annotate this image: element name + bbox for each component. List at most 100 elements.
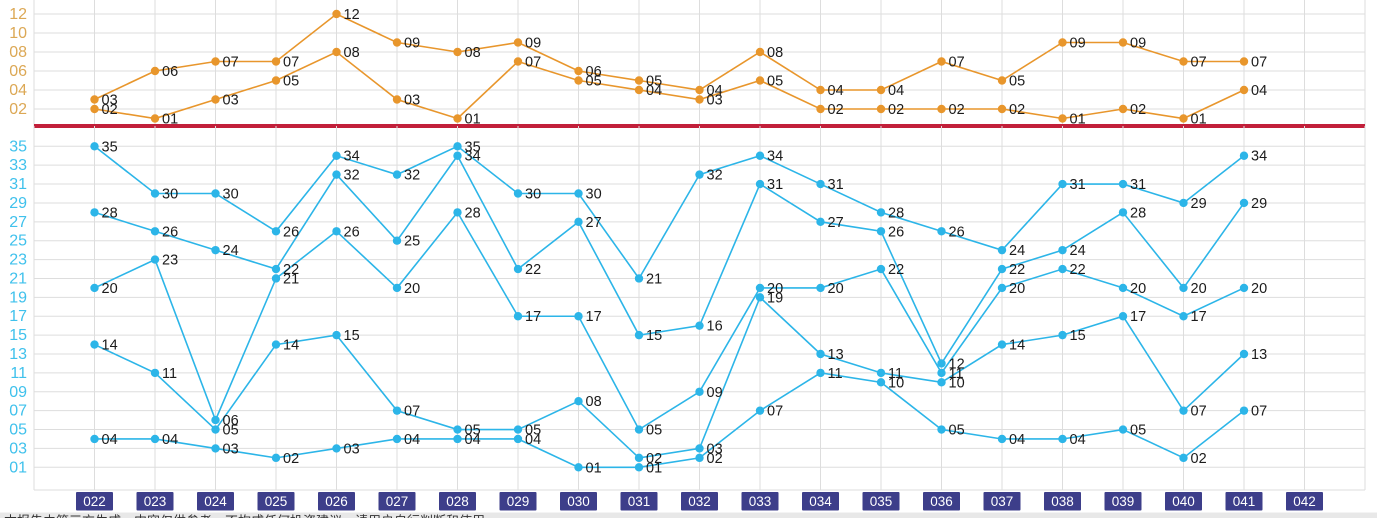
svg-text:23: 23 xyxy=(9,252,27,269)
svg-text:05: 05 xyxy=(223,423,239,439)
svg-text:028: 028 xyxy=(446,494,469,509)
svg-text:11: 11 xyxy=(162,366,177,382)
svg-text:29: 29 xyxy=(9,195,27,212)
svg-text:02: 02 xyxy=(102,102,118,118)
svg-text:31: 31 xyxy=(828,177,844,193)
svg-text:01: 01 xyxy=(646,460,662,476)
svg-text:26: 26 xyxy=(949,224,965,240)
svg-text:07: 07 xyxy=(525,55,541,71)
svg-text:04: 04 xyxy=(1070,432,1086,448)
svg-text:28: 28 xyxy=(465,205,481,221)
svg-text:34: 34 xyxy=(465,149,481,165)
svg-text:07: 07 xyxy=(1251,404,1267,420)
svg-text:28: 28 xyxy=(888,205,904,221)
svg-text:27: 27 xyxy=(828,215,844,231)
svg-text:10: 10 xyxy=(9,25,27,42)
svg-text:21: 21 xyxy=(9,270,27,287)
svg-text:041: 041 xyxy=(1233,494,1256,509)
svg-text:02: 02 xyxy=(1130,102,1146,118)
svg-text:27: 27 xyxy=(586,215,602,231)
svg-text:03: 03 xyxy=(223,93,239,109)
svg-text:26: 26 xyxy=(283,224,299,240)
svg-text:037: 037 xyxy=(991,494,1014,509)
svg-text:05: 05 xyxy=(586,74,602,90)
svg-text:17: 17 xyxy=(1130,309,1146,325)
svg-text:11: 11 xyxy=(828,366,843,382)
svg-text:35: 35 xyxy=(9,138,27,155)
svg-text:16: 16 xyxy=(707,319,723,335)
svg-text:14: 14 xyxy=(102,338,118,354)
svg-text:09: 09 xyxy=(404,36,420,52)
svg-text:07: 07 xyxy=(949,55,965,71)
svg-text:30: 30 xyxy=(525,187,541,203)
svg-text:05: 05 xyxy=(949,423,965,439)
svg-text:07: 07 xyxy=(1251,55,1267,71)
svg-text:09: 09 xyxy=(707,385,723,401)
svg-text:15: 15 xyxy=(646,328,662,344)
svg-text:13: 13 xyxy=(9,346,27,363)
svg-text:02: 02 xyxy=(949,102,965,118)
svg-text:22: 22 xyxy=(1070,262,1086,278)
svg-text:21: 21 xyxy=(283,271,299,287)
svg-text:30: 30 xyxy=(223,187,239,203)
svg-text:05: 05 xyxy=(767,74,783,90)
svg-text:31: 31 xyxy=(9,176,27,193)
svg-text:04: 04 xyxy=(646,83,662,99)
svg-text:20: 20 xyxy=(828,281,844,297)
svg-text:11: 11 xyxy=(10,365,27,382)
svg-text:30: 30 xyxy=(586,187,602,203)
svg-text:28: 28 xyxy=(1130,205,1146,221)
svg-text:14: 14 xyxy=(1009,338,1025,354)
svg-text:19: 19 xyxy=(9,289,27,306)
svg-text:09: 09 xyxy=(1070,36,1086,52)
svg-text:31: 31 xyxy=(767,177,783,193)
svg-text:03: 03 xyxy=(404,93,420,109)
svg-text:10: 10 xyxy=(949,375,965,391)
svg-text:25: 25 xyxy=(404,234,420,250)
svg-text:02: 02 xyxy=(9,101,27,118)
svg-text:22: 22 xyxy=(888,262,904,278)
svg-text:023: 023 xyxy=(144,494,167,509)
svg-text:22: 22 xyxy=(525,262,541,278)
svg-text:07: 07 xyxy=(1191,55,1207,71)
svg-text:23: 23 xyxy=(162,253,178,269)
svg-text:04: 04 xyxy=(404,432,420,448)
svg-text:09: 09 xyxy=(9,384,27,401)
svg-text:29: 29 xyxy=(1251,196,1267,212)
svg-text:04: 04 xyxy=(888,83,904,99)
svg-text:12: 12 xyxy=(344,7,360,23)
svg-text:04: 04 xyxy=(162,432,178,448)
svg-text:02: 02 xyxy=(888,102,904,118)
svg-text:32: 32 xyxy=(404,168,420,184)
svg-text:03: 03 xyxy=(344,441,360,457)
svg-text:04: 04 xyxy=(102,432,118,448)
svg-text:14: 14 xyxy=(283,338,299,354)
svg-text:08: 08 xyxy=(9,44,27,61)
svg-text:15: 15 xyxy=(9,327,27,344)
svg-text:06: 06 xyxy=(162,64,178,80)
svg-text:02: 02 xyxy=(1009,102,1025,118)
svg-text:01: 01 xyxy=(586,460,602,476)
svg-text:20: 20 xyxy=(1251,281,1267,297)
svg-text:08: 08 xyxy=(344,45,360,61)
svg-text:07: 07 xyxy=(223,55,239,71)
svg-text:34: 34 xyxy=(1251,149,1267,165)
svg-text:20: 20 xyxy=(1009,281,1025,297)
svg-text:15: 15 xyxy=(344,328,360,344)
svg-text:038: 038 xyxy=(1051,494,1074,509)
svg-text:08: 08 xyxy=(586,394,602,410)
svg-text:032: 032 xyxy=(688,494,711,509)
svg-text:04: 04 xyxy=(1251,83,1267,99)
svg-text:15: 15 xyxy=(1070,328,1086,344)
svg-text:09: 09 xyxy=(525,36,541,52)
svg-text:30: 30 xyxy=(162,187,178,203)
svg-text:02: 02 xyxy=(707,451,723,467)
svg-text:025: 025 xyxy=(265,494,288,509)
svg-text:03: 03 xyxy=(9,440,27,457)
svg-text:039: 039 xyxy=(1112,494,1135,509)
svg-text:20: 20 xyxy=(1130,281,1146,297)
svg-text:034: 034 xyxy=(809,494,832,509)
svg-text:04: 04 xyxy=(525,432,541,448)
svg-text:24: 24 xyxy=(223,243,239,259)
svg-text:本报告由第三方生成，内容仅供参考，不构成任何投资建议，请用户: 本报告由第三方生成，内容仅供参考，不构成任何投资建议，请用户自行判断和使用。 xyxy=(4,514,498,518)
